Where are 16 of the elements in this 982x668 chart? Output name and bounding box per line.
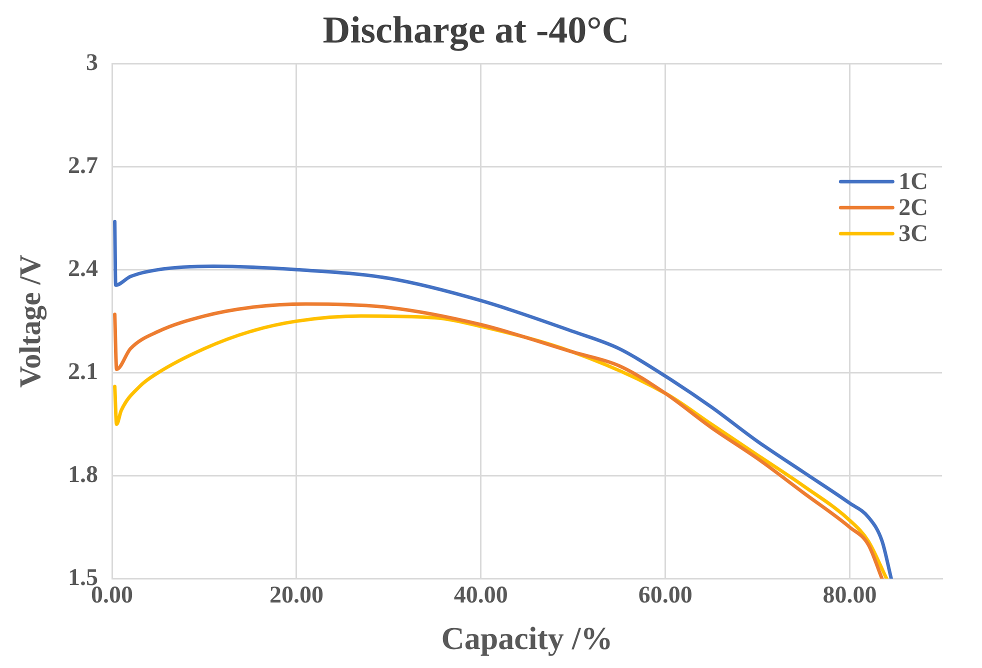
legend-label: 2C [898,194,928,221]
x-tick-label: 60.00 [638,582,692,608]
x-tick-label: 80.00 [822,582,877,608]
legend-label: 1C [898,168,928,195]
line-series [113,220,894,579]
chart-title: Discharge at -40°C [322,10,630,52]
x-tick-label: 20.00 [269,582,324,608]
legend-label: 3C [898,220,928,247]
y-axis-title: Voltage /V [14,254,47,388]
y-tick-label: 2.7 [68,152,98,179]
y-tick-label: 3 [86,50,98,76]
x-axis-title: Capacity /% [441,620,613,656]
y-tick-label: 2.1 [68,358,98,385]
y-tick-label: 1.8 [68,462,98,488]
y-tick-label: 2.4 [68,256,98,282]
x-tick-label: 40.00 [454,582,508,608]
